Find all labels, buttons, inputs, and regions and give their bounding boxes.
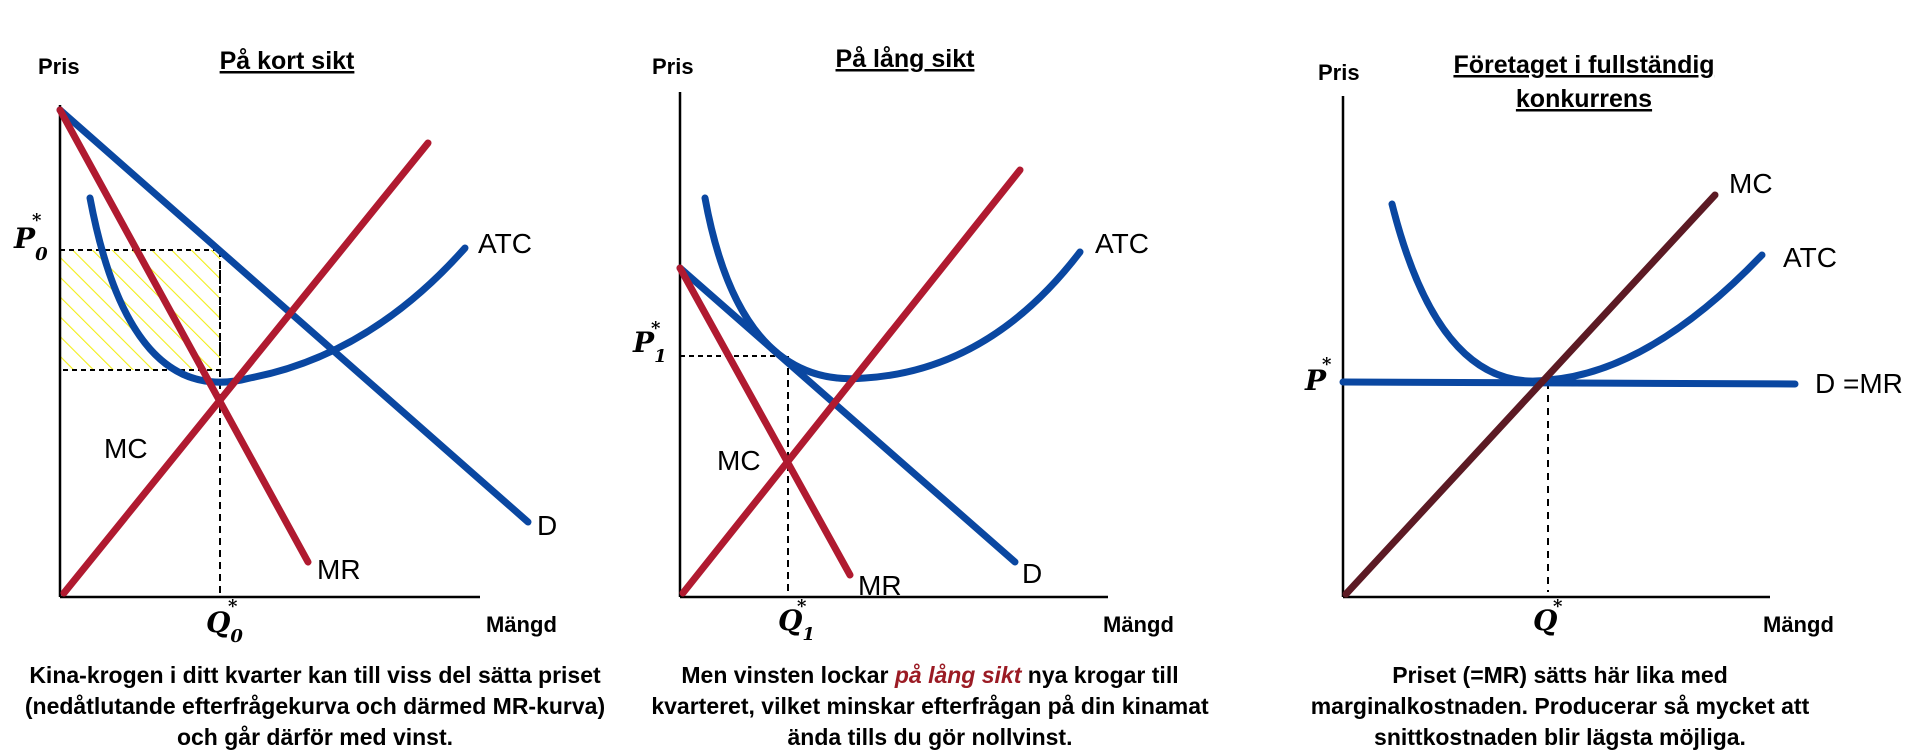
atc-curve: [86, 194, 469, 386]
price-star: *: [651, 318, 661, 339]
panel-short-run: Pris På kort sikt Mängd ATC MC MR D P0 *…: [13, 47, 557, 647]
price-label: P1: [632, 326, 667, 367]
mc-label: MC: [1729, 168, 1773, 199]
price-star: *: [1322, 354, 1332, 375]
panel-perfect-competition: Pris Företaget i fullständig konkurrens …: [1304, 51, 1903, 637]
mc-curve: [60, 139, 432, 597]
atc-label: ATC: [1783, 242, 1837, 273]
atc-curve: [1388, 200, 1766, 385]
panel-title-line2: konkurrens: [1516, 85, 1652, 113]
y-axis-label: Pris: [38, 54, 80, 79]
x-axis-label: Mängd: [486, 612, 557, 637]
panel-title-line1: Företaget i fullständig: [1453, 51, 1714, 79]
panel-long-run: Pris På lång sikt Mängd ATC MC MR D P1 *…: [632, 45, 1174, 645]
demand-mr-label: D =MR: [1815, 368, 1903, 399]
quantity-label: Q0: [206, 606, 243, 647]
caption-perfect-competition: Priset (=MR) sätts här lika med marginal…: [1310, 662, 1810, 750]
mc-label: MC: [104, 433, 148, 464]
mr-curve: [676, 264, 854, 579]
y-axis-label: Pris: [1318, 60, 1360, 85]
panel-title: På lång sikt: [836, 45, 976, 73]
quantity-label: Q: [1533, 604, 1557, 637]
mr-label: MR: [858, 570, 902, 601]
x-axis-label: Mängd: [1103, 612, 1174, 637]
caption-emphasis: på lång sikt: [894, 662, 1022, 688]
mc-curve: [679, 166, 1024, 597]
quantity-label: Q1: [778, 604, 815, 645]
price-label: P0: [13, 222, 48, 265]
caption-long-run: Men vinsten lockar på lång sikt nya krog…: [651, 662, 1209, 750]
quantity-star: *: [1553, 596, 1563, 617]
demand-curve: [676, 264, 1019, 566]
caption-short-run: Kina-krogen i ditt kvarter kan till viss…: [24, 662, 606, 750]
price-label: P: [1304, 364, 1327, 397]
atc-label: ATC: [1095, 228, 1149, 259]
x-axis-label: Mängd: [1763, 612, 1834, 637]
demand-label: D: [537, 510, 557, 541]
demand-mr-line: [1339, 378, 1799, 388]
demand-label: D: [1022, 558, 1042, 589]
demand-curve: [56, 106, 532, 526]
mc-curve: [1342, 191, 1719, 598]
mc-label: MC: [717, 445, 761, 476]
mr-label: MR: [317, 554, 361, 585]
panel-title: På kort sikt: [220, 47, 355, 75]
quantity-star: *: [797, 596, 807, 617]
mr-curve: [56, 106, 312, 566]
atc-label: ATC: [478, 228, 532, 259]
atc-curve: [701, 194, 1084, 383]
price-star: *: [32, 210, 42, 231]
y-axis-label: Pris: [652, 54, 694, 79]
quantity-star: *: [228, 596, 238, 617]
